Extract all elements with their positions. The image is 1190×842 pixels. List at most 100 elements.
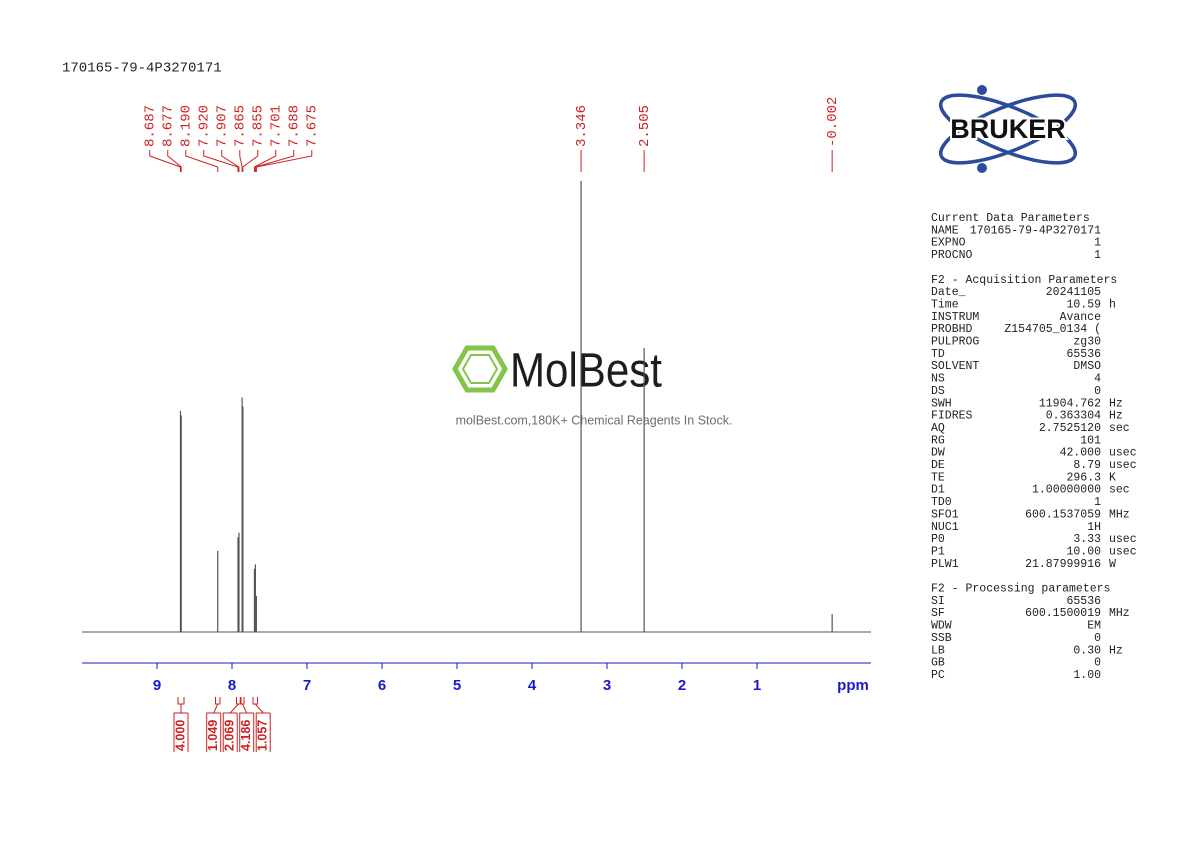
peak-label: 8.677 [160,105,176,147]
peak-label-connector [185,150,219,172]
param-name: INSTRUM [931,311,979,324]
param-value: 10.00 [1066,545,1101,558]
param-unit: Hz [1109,410,1123,423]
peak-label: 7.920 [196,105,212,147]
param-unit: h [1109,298,1116,311]
param-unit: MHz [1109,508,1130,521]
x-tick-label: 9 [153,677,161,694]
peak-label: 7.701 [268,105,284,147]
param-value: 170165-79-4P3270171 [970,224,1101,237]
param-value: 4 [1094,373,1101,386]
param-value: 8.79 [1073,459,1101,472]
integral-label: 2.069 [223,720,237,751]
integral-region [240,697,245,705]
param-name: SI [931,595,945,608]
peak-label-connector [253,150,277,172]
peak-label: 7.855 [250,105,266,147]
param-name: RG [931,434,945,447]
param-value: 1 [1094,249,1101,262]
x-axis-label: ppm [837,677,869,694]
param-name: NS [931,373,945,386]
chart-title: 170165-79-4P3270171 [62,61,222,77]
param-value: 1 [1094,496,1101,509]
param-value: 65536 [1066,595,1101,608]
param-name: LB [931,644,945,657]
peak-label: 7.688 [286,105,302,147]
param-value: 1 [1094,237,1101,250]
x-tick-label: 6 [378,677,386,694]
param-name: NAME [931,224,959,237]
param-value: 0 [1094,385,1101,398]
param-value: 1H [1087,521,1101,534]
param-name: PLW1 [931,558,959,571]
integral-label: 1.049 [206,720,220,751]
x-tick-label: 8 [228,677,236,694]
param-value: 20241105 [1046,286,1101,299]
peak-label: -0.002 [825,97,841,147]
logo-orbit [938,93,1078,165]
x-tick-label: 2 [678,677,686,694]
param-value: 0 [1094,657,1101,670]
param-unit: usec [1109,545,1137,558]
peak-label: 7.675 [304,105,320,147]
section-title: Current Data Parameters [931,212,1090,225]
param-unit: MHz [1109,607,1130,620]
param-value: 600.1537059 [1025,508,1101,521]
param-unit: W [1109,558,1116,571]
peak-label-connector [167,150,182,172]
param-name: AQ [931,422,945,435]
peak-label-connector [221,150,240,172]
peak-label-connector [239,150,243,172]
peak-label: 7.907 [214,105,230,147]
peak-label-connector [242,150,259,172]
param-name: DS [931,385,945,398]
param-value: 0.30 [1073,644,1101,657]
peak-label: 3.346 [574,105,590,147]
logo-text: BRUKER [950,114,1066,144]
param-name: PROCNO [931,249,973,262]
param-value: Z154705_0134 ( [1004,323,1101,336]
watermark-tagline: molBest.com,180K+ Chemical Reagents In S… [456,413,733,427]
x-tick-label: 7 [303,677,311,694]
param-value: 11904.762 [1039,397,1101,410]
peak-label-connector [149,150,181,172]
param-unit: sec [1109,484,1130,497]
param-value: 2.7525120 [1039,422,1101,435]
param-name: PULPROG [931,336,979,349]
integral-region [215,697,221,705]
param-name: Time [931,298,959,311]
watermark-brand: MolBest [510,345,662,398]
section-title: F2 - Acquisition Parameters [931,274,1117,287]
x-tick-label: 5 [453,677,461,694]
param-name: Date_ [931,286,966,299]
peak-label: 8.687 [142,105,158,147]
param-value: 296.3 [1066,471,1101,484]
peak-label-connector [203,150,239,172]
param-value: 1.00 [1073,669,1101,682]
param-name: DW [931,447,945,460]
watermark-hexagon [461,354,499,384]
param-value: 42.000 [1060,447,1102,460]
param-unit: K [1109,471,1116,484]
param-name: GB [931,657,945,670]
param-value: Avance [1060,311,1102,324]
bruker-logo: BRUKER [938,85,1078,173]
param-unit: usec [1109,459,1137,472]
logo-orbit [938,93,1078,165]
param-unit: Hz [1109,397,1123,410]
param-value: 600.1500019 [1025,607,1101,620]
param-value: EM [1087,620,1101,633]
peak-label: 7.865 [232,105,248,147]
integral-region [252,697,258,705]
param-name: SOLVENT [931,360,979,373]
param-name: P0 [931,533,945,546]
watermark-hexagon [452,345,508,393]
param-value: 101 [1080,434,1101,447]
param-name: PROBHD [931,323,973,336]
param-unit: usec [1109,447,1137,460]
integral-label: 1.057 [256,720,270,751]
param-name: PC [931,669,945,682]
logo-dot [977,163,987,173]
